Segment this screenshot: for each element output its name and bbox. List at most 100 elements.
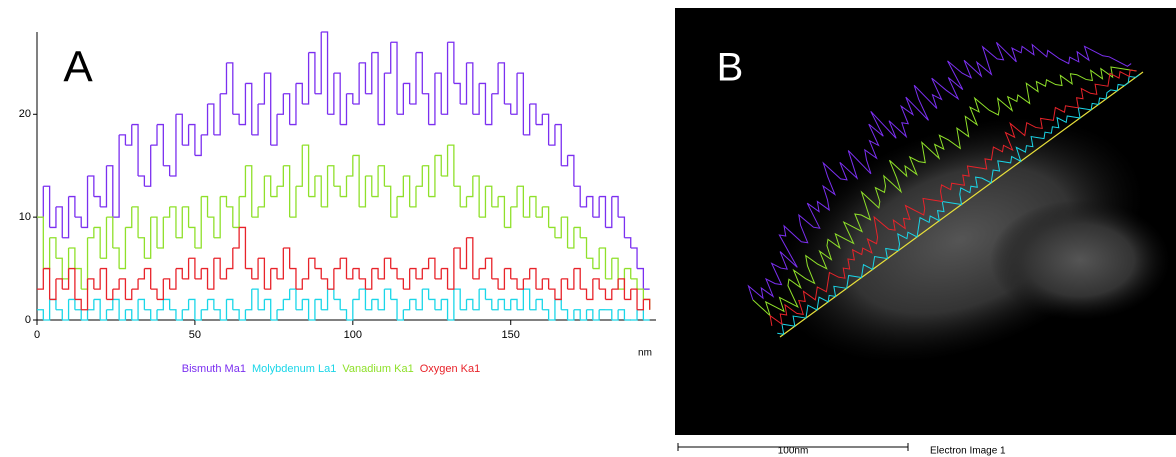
scale-label: 100nm — [778, 446, 809, 457]
line-step — [106, 299, 114, 311]
line-step — [232, 309, 240, 320]
line-step — [630, 309, 638, 321]
line-step — [232, 196, 240, 229]
line-step — [289, 288, 297, 310]
line-step — [542, 113, 550, 146]
line-step — [586, 309, 594, 320]
line-step — [207, 103, 215, 135]
line-step — [340, 309, 348, 320]
line-step — [220, 299, 228, 321]
line-step — [352, 154, 360, 207]
line-step — [510, 298, 518, 310]
line-step — [163, 298, 171, 310]
line-step — [479, 186, 487, 218]
line-step — [295, 82, 303, 104]
line-step — [352, 289, 360, 301]
line-step — [220, 62, 228, 95]
line-step — [302, 144, 310, 197]
line-step — [567, 154, 575, 187]
line-step — [131, 299, 139, 321]
line-step — [561, 278, 569, 290]
line-step — [245, 289, 253, 311]
line-step — [340, 176, 348, 198]
line-step — [333, 185, 341, 197]
line-step — [580, 309, 588, 321]
line-step — [403, 175, 411, 207]
line-step — [403, 82, 411, 104]
line-step — [529, 267, 537, 290]
line-step — [163, 206, 171, 218]
line-step — [264, 298, 272, 320]
line-step — [605, 196, 613, 229]
line-step — [289, 267, 297, 290]
line-step — [434, 72, 442, 115]
line-step — [517, 289, 525, 311]
image-caption: Electron Image 1 — [930, 446, 1006, 457]
line-step — [37, 309, 44, 320]
line-step — [643, 298, 651, 310]
line-step — [55, 278, 63, 290]
line-step — [131, 278, 139, 290]
line-step — [321, 289, 329, 311]
line-step — [504, 206, 512, 229]
overlay-line — [777, 74, 1140, 335]
line-step — [630, 247, 638, 269]
line-step — [567, 227, 575, 249]
line-step — [283, 289, 291, 301]
y-tick-label: 0 — [25, 314, 31, 326]
line-step — [163, 165, 171, 176]
line-step — [453, 185, 461, 207]
line-step — [498, 195, 506, 228]
line-step — [592, 196, 600, 218]
line-step — [472, 175, 480, 218]
line-step — [182, 206, 190, 228]
line-step — [327, 165, 335, 187]
line-step — [554, 298, 562, 310]
line-step — [352, 62, 360, 105]
x-tick-label: 150 — [502, 329, 520, 341]
line-step — [308, 257, 316, 269]
line-step — [415, 165, 423, 187]
line-step — [504, 267, 512, 279]
line-step — [434, 268, 442, 280]
line-step — [43, 185, 51, 228]
line-step — [207, 298, 215, 310]
line-step — [485, 257, 493, 279]
line-step — [573, 185, 581, 207]
line-step — [327, 288, 335, 300]
panel-label: A — [63, 43, 93, 92]
line-step — [314, 298, 322, 310]
line-step — [466, 298, 474, 310]
line-step — [188, 257, 196, 279]
line-step — [340, 257, 348, 279]
line-step — [93, 195, 101, 207]
line-step — [479, 288, 487, 300]
line-step — [226, 206, 234, 228]
line-step — [352, 267, 360, 279]
line-step — [100, 309, 108, 321]
line-step — [422, 165, 430, 197]
line-step — [535, 278, 543, 290]
line-step — [213, 309, 221, 320]
line-step — [308, 51, 316, 94]
line-step — [510, 278, 518, 290]
line-step — [529, 103, 537, 125]
line-step — [573, 309, 581, 320]
line-step — [346, 155, 354, 177]
line-step — [131, 206, 139, 238]
line-step — [466, 62, 474, 115]
line-step — [239, 309, 247, 321]
line-step — [592, 248, 600, 270]
line-step — [43, 267, 51, 300]
line-step — [529, 299, 537, 311]
line-step — [169, 206, 177, 238]
line-step — [472, 268, 480, 280]
line-step — [49, 237, 57, 259]
line-step — [87, 227, 95, 239]
line-step — [561, 309, 569, 320]
line-step — [422, 288, 430, 300]
line-step — [157, 299, 164, 311]
line-step — [232, 113, 240, 125]
line-step — [100, 267, 108, 300]
line-step — [548, 288, 556, 300]
